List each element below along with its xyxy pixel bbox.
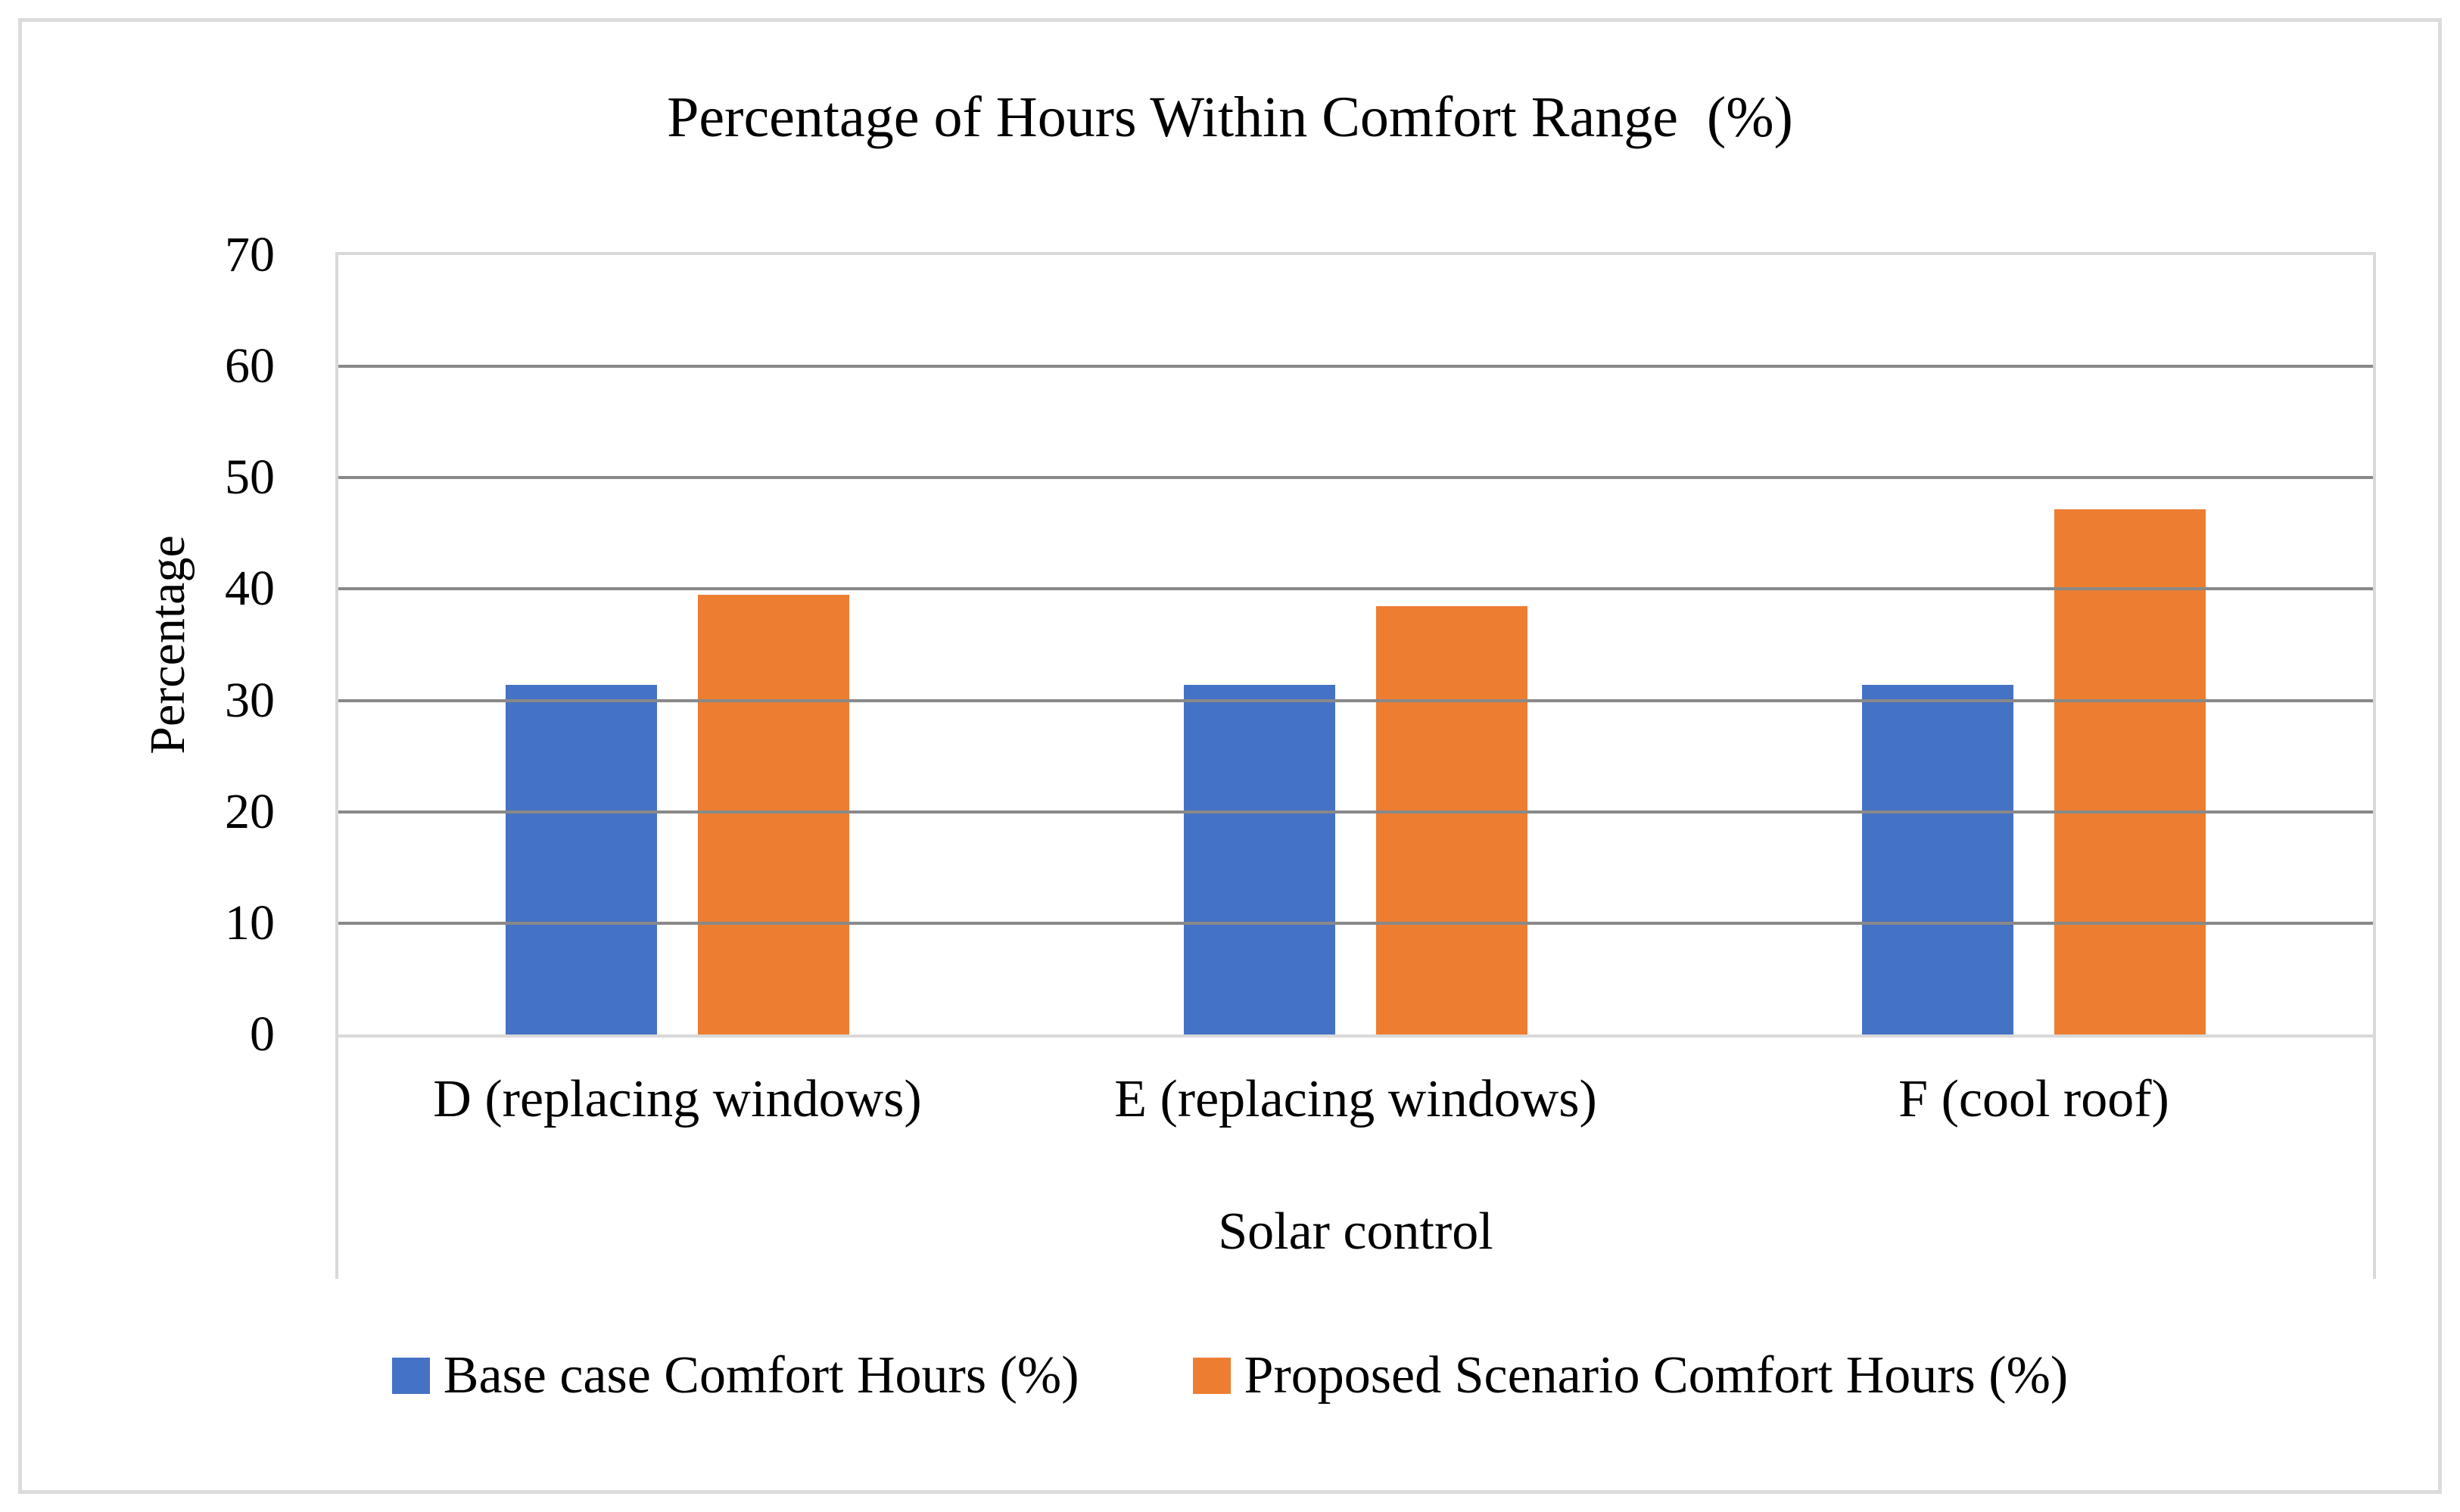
y-axis-ticks: 0 10 20 30 40 50 60 70 bbox=[0, 230, 275, 1059]
gridline bbox=[338, 921, 2373, 925]
x-axis-title: Solar control bbox=[1218, 1202, 1493, 1261]
y-tick-label: 20 bbox=[225, 783, 275, 839]
bar-group bbox=[1695, 255, 2373, 1034]
legend-item-series2: Proposed Scenario Comfort Hours (%) bbox=[1192, 1346, 2069, 1407]
legend-marker-icon bbox=[1192, 1358, 1231, 1395]
bar-series1-cat2 bbox=[1184, 684, 1335, 1034]
x-axis-labels: D (replacing windows) E (replacing window… bbox=[338, 1069, 2373, 1131]
bar-series2-cat2 bbox=[1376, 605, 1527, 1034]
y-tick-label: 30 bbox=[225, 672, 275, 728]
legend: Base case Comfort Hours (%) Proposed Scen… bbox=[0, 1346, 2460, 1407]
gridline bbox=[338, 810, 2373, 814]
y-tick-label: 70 bbox=[225, 227, 275, 282]
chart-title: Percentage of Hours Within Comfort Range… bbox=[667, 86, 1793, 149]
x-category-label: F (cool roof) bbox=[1898, 1070, 2169, 1128]
x-category-label: D (replacing windows) bbox=[433, 1070, 922, 1128]
bar-group bbox=[338, 255, 1017, 1034]
gridline bbox=[338, 698, 2373, 702]
legend-marker-icon bbox=[391, 1358, 430, 1395]
bar-series2-cat1 bbox=[698, 594, 849, 1034]
plot-area bbox=[338, 255, 2373, 1038]
bar-series1-cat1 bbox=[506, 684, 657, 1034]
bar-series1-cat3 bbox=[1862, 684, 2013, 1034]
bar-series2-cat3 bbox=[2054, 509, 2206, 1034]
y-tick-label: 60 bbox=[225, 338, 275, 394]
legend-label: Base case Comfort Hours (%) bbox=[443, 1346, 1079, 1405]
y-tick-label: 50 bbox=[225, 450, 275, 506]
y-tick-label: 10 bbox=[225, 894, 275, 950]
legend-label: Proposed Scenario Comfort Hours (%) bbox=[1244, 1346, 2069, 1405]
gridline bbox=[338, 365, 2373, 369]
y-tick-label: 0 bbox=[250, 1006, 275, 1062]
plot-box bbox=[335, 252, 2376, 1279]
bar-group bbox=[1017, 255, 1695, 1034]
x-category-label: E (replacing windows) bbox=[1114, 1070, 1597, 1128]
y-tick-label: 40 bbox=[225, 561, 275, 617]
bar-groups bbox=[338, 255, 2373, 1034]
gridline bbox=[338, 587, 2373, 591]
legend-item-series1: Base case Comfort Hours (%) bbox=[391, 1346, 1079, 1407]
gridline bbox=[338, 476, 2373, 480]
